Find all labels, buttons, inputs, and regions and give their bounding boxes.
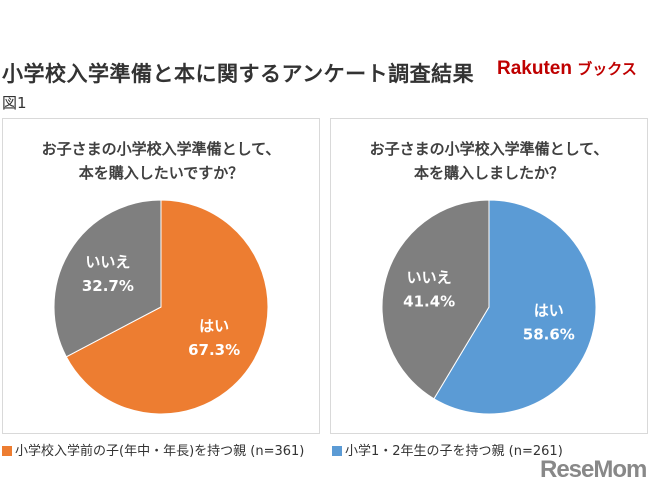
legend-swatch [2, 446, 12, 456]
data-label-category: いいえ [407, 268, 452, 286]
pie-slice-no [381, 199, 490, 400]
legend-swatch [332, 446, 342, 456]
legend-text: 小学校入学前の子(年中・年長)を持つ親 (n=361) [15, 444, 305, 459]
figure-label: 図1 [2, 94, 27, 112]
data-label-category: いいえ [85, 253, 130, 271]
pie-slice-yes [433, 199, 597, 415]
data-label-percent: 58.6% [523, 326, 575, 344]
pie-slice-no [53, 199, 162, 358]
data-label-category: はい [199, 317, 229, 335]
chart-panel-left: お子さまの小学校入学準備として、 本を購入したいですか？ はい 67.3% いいえ 32… [2, 118, 320, 434]
pie-chart: はい 58.6% いいえ 41.4% [381, 199, 597, 415]
data-label-percent: 32.7% [82, 277, 134, 295]
chart-title: お子さまの小学校入学準備として、 本を購入しましたか？ [331, 137, 647, 185]
data-label-percent: 67.3% [188, 341, 240, 359]
pie-chart: はい 67.3% いいえ 32.7% [53, 199, 269, 415]
title-line: お子さまの小学校入学準備として、 [41, 140, 281, 158]
legend-left: 小学校入学前の子(年中・年長)を持つ親 (n=361) [2, 440, 304, 459]
rakuten-books-logo: Rakuten ブックス [497, 58, 637, 79]
title-line: 本を購入したいですか？ [78, 164, 244, 182]
legend-right: 小学1・2年生の子を持つ親 (n=261) [332, 440, 563, 459]
title-line: お子さまの小学校入学準備として、 [369, 140, 609, 158]
chart-title: お子さまの小学校入学準備として、 本を購入したいですか？ [3, 137, 319, 185]
page-title: 小学校入学準備と本に関するアンケート調査結果 [2, 62, 475, 86]
title-line: 本を購入しましたか？ [413, 164, 564, 182]
resemom-watermark: ReseMom [540, 456, 647, 483]
legend-text: 小学1・2年生の子を持つ親 (n=261) [345, 444, 563, 459]
chart-panel-right: お子さまの小学校入学準備として、 本を購入しましたか？ はい 58.6% いいえ 41.… [330, 118, 648, 434]
data-label-percent: 41.4% [403, 292, 455, 310]
pie-slice-yes [65, 199, 269, 415]
data-label-category: はい [534, 302, 564, 320]
